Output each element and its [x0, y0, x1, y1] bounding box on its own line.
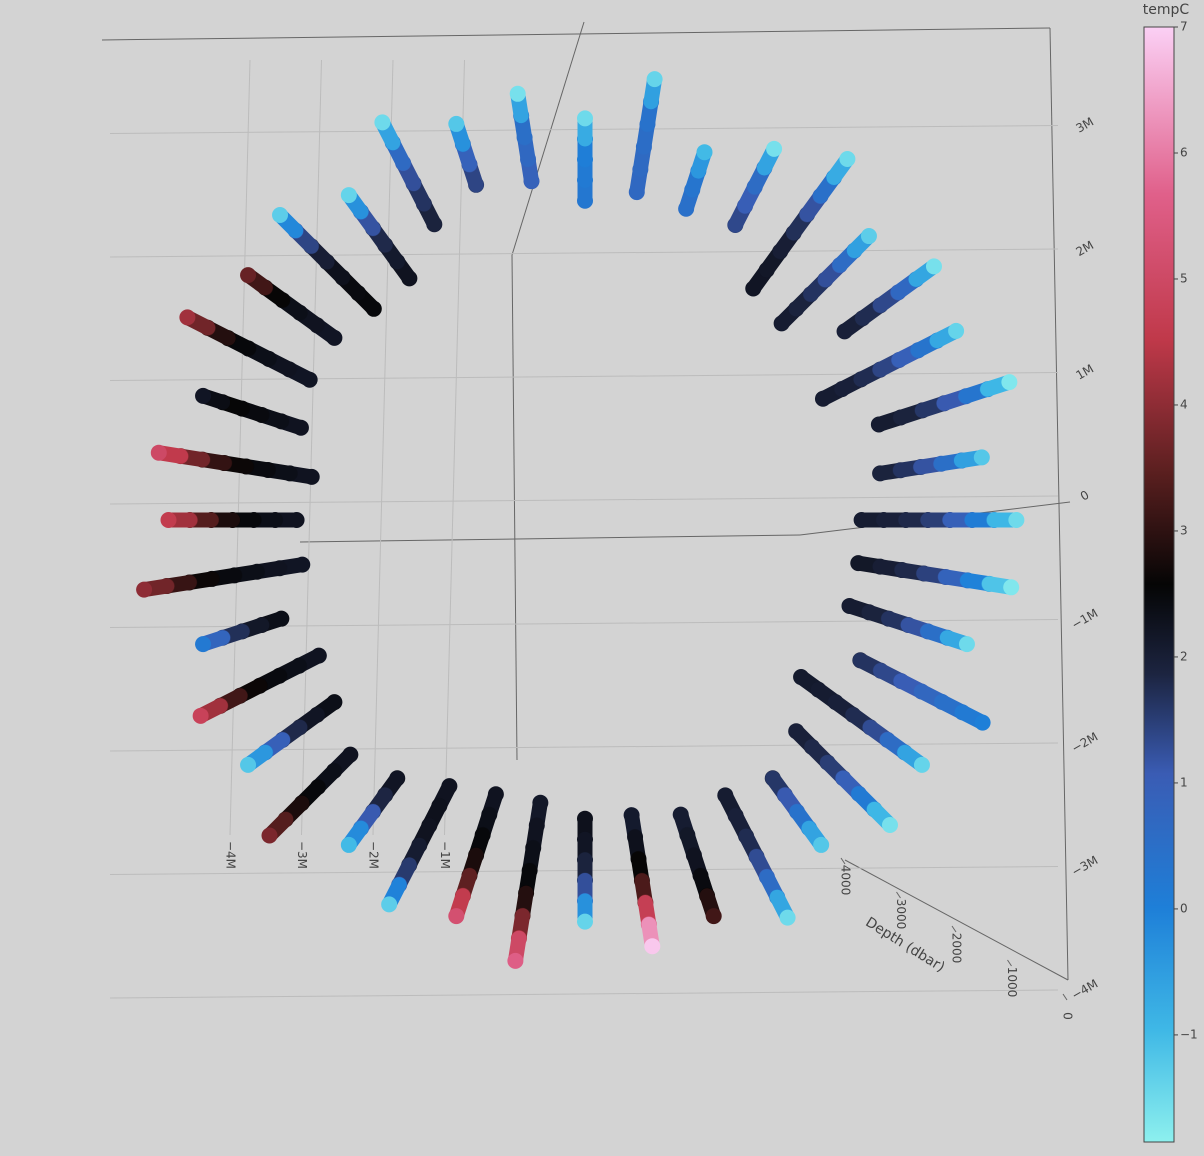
colorbar-tick-label: −1	[1180, 1027, 1198, 1041]
grid-line	[109, 372, 1059, 381]
tick-mark	[896, 891, 901, 899]
colorbar-tick-label: 7	[1180, 20, 1188, 34]
profile-point	[925, 258, 942, 275]
box-edge	[101, 27, 1051, 41]
colorbar-tick-label: 3	[1180, 523, 1188, 537]
profile-point	[192, 707, 209, 724]
box-edge	[511, 21, 585, 256]
profile-point	[160, 512, 177, 528]
x-tick-label: −4M	[224, 841, 238, 869]
profile-point	[179, 309, 196, 326]
colorbar-tick-label: 1	[1180, 775, 1188, 789]
grid-line	[109, 495, 1059, 505]
profile-point	[507, 952, 524, 969]
grid-line	[444, 59, 465, 836]
profile-point	[813, 836, 830, 853]
profile-point	[974, 714, 991, 731]
profile-point	[261, 827, 278, 844]
profile-point	[948, 322, 965, 339]
profile-point	[240, 267, 257, 284]
profile-point	[340, 836, 357, 853]
profile-point	[646, 71, 663, 88]
z-tick-label: 4000	[839, 865, 853, 896]
profile-point	[448, 115, 465, 132]
profile-point	[839, 150, 856, 167]
colorbar-tick-label: 4	[1180, 397, 1188, 411]
profile-point	[240, 756, 257, 773]
profile-point	[644, 938, 661, 955]
profile-point	[881, 816, 898, 833]
profile-point	[1008, 512, 1025, 528]
z-tick-label: 3000	[894, 899, 908, 930]
profile-point	[272, 207, 289, 224]
grid-line	[109, 248, 1059, 258]
colorbar-tick-label: 5	[1180, 271, 1188, 285]
tick-mark	[840, 857, 846, 865]
profile-point	[973, 449, 990, 466]
profile-point	[381, 896, 398, 913]
x-tick-label: −3M	[295, 841, 309, 869]
box-edge	[1049, 27, 1069, 981]
profile-point	[577, 110, 593, 127]
grid-line	[301, 59, 322, 836]
profile-point	[705, 908, 722, 925]
grid-line	[372, 59, 394, 836]
z-tick-label: 0	[1061, 1012, 1075, 1020]
box-edge	[299, 534, 801, 543]
profile-point	[1003, 579, 1020, 596]
colorbar-tick-label: 2	[1180, 649, 1188, 663]
tick-mark	[1062, 993, 1068, 1001]
tick-mark	[951, 925, 957, 933]
x-tick-label: −2M	[367, 841, 381, 869]
colorbar-bar	[1143, 26, 1175, 1143]
profile-point	[448, 908, 465, 925]
profile-point	[779, 909, 796, 926]
profile-point	[577, 913, 593, 930]
colorbar-tick-label: 0	[1180, 901, 1188, 915]
profile-point	[150, 444, 167, 461]
profile-point	[913, 756, 930, 773]
z-axis-line	[844, 859, 1069, 981]
box-edge	[511, 254, 518, 761]
profile-point	[958, 636, 975, 653]
colorbar-tick-label: 6	[1180, 145, 1188, 159]
colorbar: tempC −1 0 1 2 3 4 5 6 7	[1143, 2, 1198, 1143]
tick-mark	[1007, 959, 1012, 967]
profile-point	[374, 114, 391, 131]
profile-point	[860, 228, 877, 245]
colorbar-title: tempC	[1143, 2, 1190, 18]
z-tick-label: 1000	[1005, 967, 1019, 998]
profile-point	[136, 581, 153, 598]
grid-line	[109, 989, 1059, 999]
profile-point	[195, 636, 212, 653]
z-tick-label: 2000	[950, 933, 964, 964]
profile-point	[766, 140, 783, 157]
profile-point	[1001, 374, 1018, 391]
profile-point	[509, 85, 526, 102]
x-tick-label: −1M	[438, 841, 452, 869]
profile-point	[696, 144, 713, 161]
marks	[136, 71, 1025, 969]
profile-point	[195, 387, 212, 404]
profile-point	[340, 187, 357, 204]
